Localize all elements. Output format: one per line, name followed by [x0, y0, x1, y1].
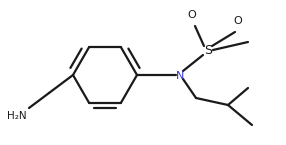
Text: H₂N: H₂N — [7, 111, 27, 121]
Text: O: O — [234, 16, 242, 26]
Text: N: N — [176, 71, 184, 81]
Text: O: O — [188, 10, 196, 20]
Text: S: S — [204, 45, 212, 58]
